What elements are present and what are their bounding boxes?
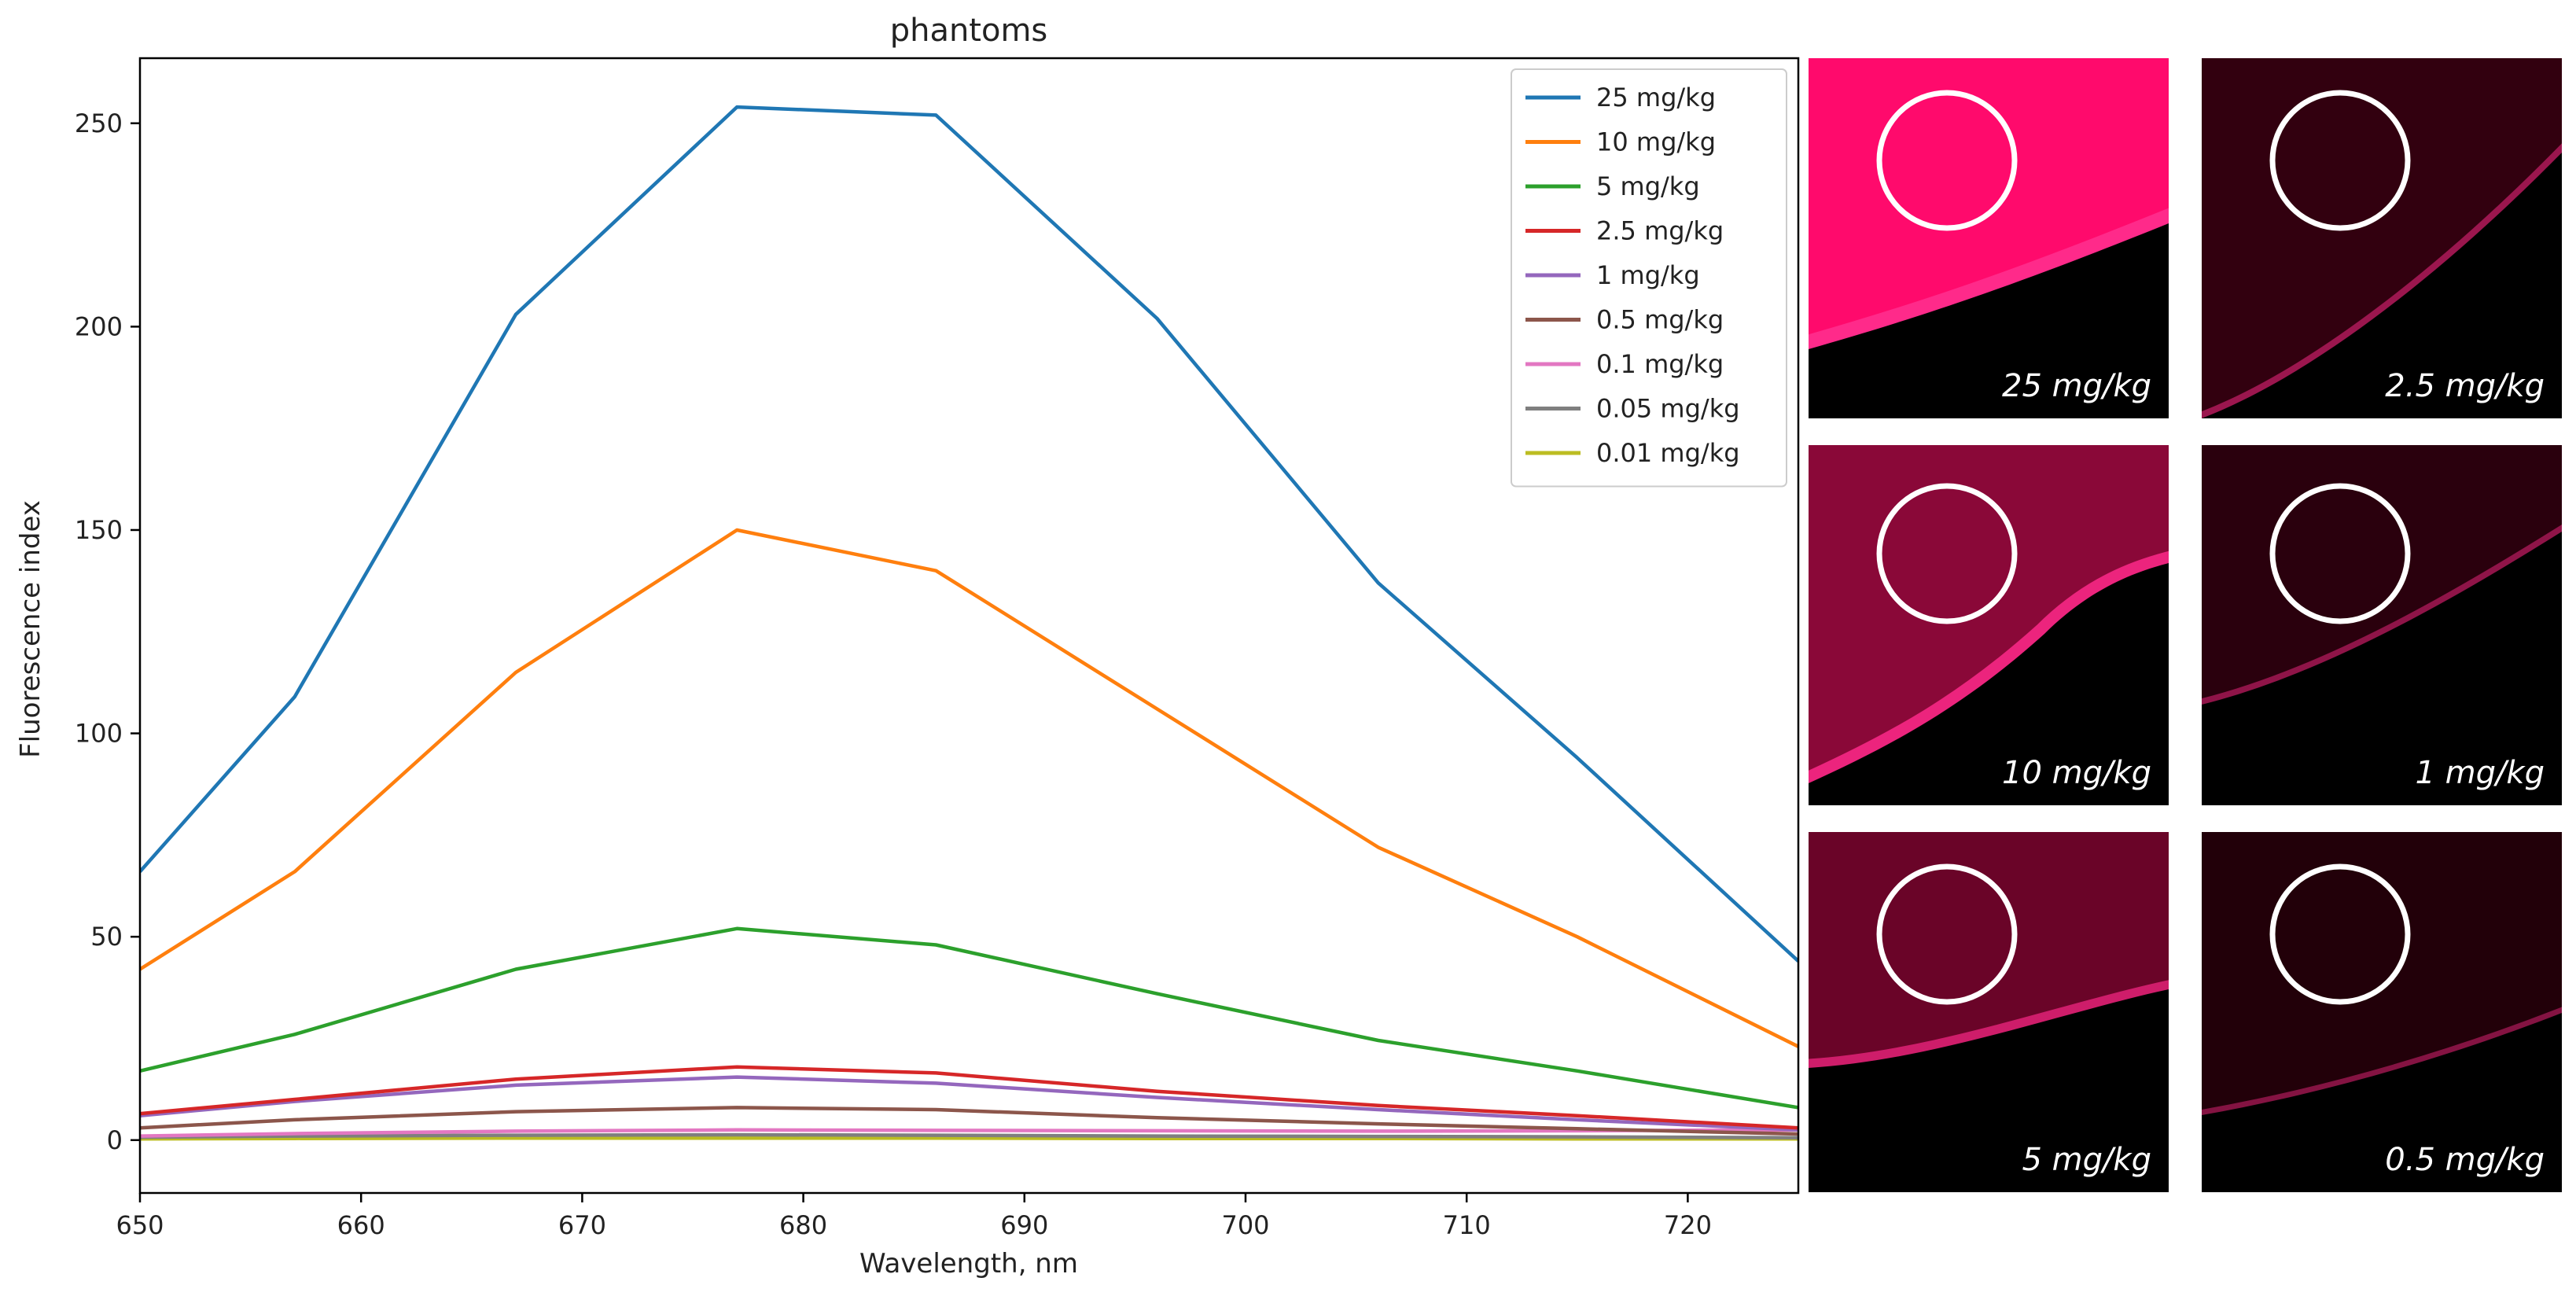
roi-circle (1876, 483, 2018, 624)
roi-circle (2269, 90, 2411, 231)
series-line-5 (140, 1106, 1798, 1136)
series-line-0 (140, 105, 1798, 963)
series-line-7 (140, 1132, 1798, 1140)
image-caption: 2.5 mg/kg (2385, 368, 2545, 404)
fluorescence-image-4: 5 mg/kg (1809, 832, 2169, 1192)
legend-label-5: 0.5 mg/kg (1596, 305, 1724, 335)
x-tick-label: 670 (558, 1210, 606, 1240)
series-line-4 (140, 1075, 1798, 1132)
fluorescence-image-5: 0.5 mg/kg (2202, 832, 2562, 1192)
phantom-edge (1809, 863, 2169, 1192)
fluorescence-image-1: 2.5 mg/kg (2202, 58, 2562, 418)
y-tick-label: 150 (75, 515, 123, 545)
x-tick-label: 690 (1000, 1210, 1048, 1240)
series-line-8 (140, 1136, 1798, 1141)
roi-circle (2269, 483, 2411, 624)
y-tick-label: 100 (75, 719, 123, 749)
y-tick-label: 200 (75, 311, 123, 341)
y-tick-label: 250 (75, 109, 123, 138)
series-line-2 (140, 926, 1798, 1110)
legend-label-4: 1 mg/kg (1596, 260, 1700, 290)
phantom-edge (1809, 483, 2169, 805)
legend-label-7: 0.05 mg/kg (1596, 394, 1740, 424)
y-tick-label: 0 (107, 1125, 123, 1155)
fluorescence-image-3: 1 mg/kg (2202, 445, 2562, 805)
image-caption: 0.5 mg/kg (2385, 1142, 2545, 1178)
image-caption: 1 mg/kg (2415, 755, 2545, 791)
series-line-6 (140, 1128, 1798, 1138)
image-caption: 5 mg/kg (2022, 1142, 2151, 1178)
axes-frame (138, 57, 1800, 1195)
roi-circle (1876, 90, 2018, 231)
chart-title: phantoms (890, 13, 1048, 49)
phantom-edge (2202, 90, 2562, 418)
x-axis-label: Wavelength, nm (859, 1248, 1078, 1279)
phantom-edge (2202, 483, 2562, 805)
legend: 25 mg/kg 10 mg/kg 5 mg/kg 2.5 mg/kg 1 mg/kg 0… (1511, 68, 1787, 488)
y-axis-label: Fluorescence index (15, 500, 46, 758)
x-tick-label: 650 (116, 1210, 164, 1240)
x-tick-label: 700 (1221, 1210, 1269, 1240)
y-tick-label: 50 (90, 922, 123, 952)
image-caption: 25 mg/kg (2002, 368, 2151, 404)
plot-area: 650 660 670 680 690 700 710 720 0 50 100 150 200 250 (75, 57, 1800, 1240)
x-tick-label: 660 (337, 1210, 385, 1240)
legend-label-2: 5 mg/kg (1596, 171, 1700, 201)
series-line-1 (140, 528, 1798, 1048)
series-line-3 (140, 1065, 1798, 1130)
x-tick-label: 680 (779, 1210, 827, 1240)
legend-label-8: 0.01 mg/kg (1596, 438, 1740, 468)
line-chart: phantoms 650 660 670 680 690 700 710 720 0 50 100 1… (15, 13, 1800, 1279)
series-group (140, 105, 1798, 1141)
legend-label-3: 2.5 mg/kg (1596, 216, 1724, 246)
fluorescence-image-2: 10 mg/kg (1809, 445, 2169, 805)
image-caption: 10 mg/kg (2002, 755, 2151, 791)
x-tick-label: 710 (1443, 1210, 1491, 1240)
roi-circle (2269, 863, 2411, 1005)
fluorescence-image-0: 25 mg/kg (1809, 58, 2169, 418)
phantom-edge (1809, 90, 2169, 418)
legend-label-6: 0.1 mg/kg (1596, 349, 1724, 379)
roi-circle (1876, 863, 2018, 1005)
x-tick-label: 720 (1664, 1210, 1712, 1240)
legend-label-0: 25 mg/kg (1596, 83, 1716, 112)
phantom-edge (2202, 863, 2562, 1192)
legend-frame (1511, 68, 1787, 488)
legend-label-1: 10 mg/kg (1596, 127, 1716, 157)
